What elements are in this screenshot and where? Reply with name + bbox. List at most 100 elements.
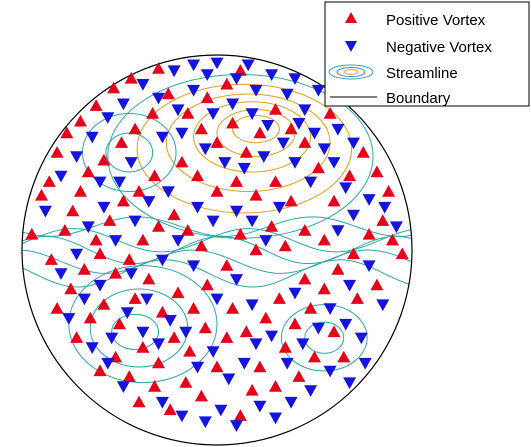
positive-vortex-marker-78	[386, 233, 399, 246]
positive-vortex-marker-42	[155, 305, 169, 318]
negative-vortex-marker-27	[175, 127, 189, 140]
legend-streamline-inner-icon	[336, 67, 366, 77]
negative-vortex-marker-110	[140, 293, 154, 306]
positive-vortex-marker-85	[337, 350, 351, 363]
negative-vortex-marker-68	[155, 396, 169, 409]
legend: Positive Vortex Negative Vortex Streamli…	[324, 1, 530, 107]
negative-vortex-marker-20	[226, 98, 240, 111]
negative-vortex-marker-18	[187, 84, 201, 97]
negative-vortex-marker-76	[389, 221, 403, 234]
positive-vortex-marker-37	[83, 311, 97, 324]
negative-vortex-marker-35	[97, 201, 111, 214]
streamline-2	[193, 101, 312, 173]
negative-vortex-marker-87	[230, 205, 243, 218]
positive-vortex-marker-49	[136, 341, 150, 353]
negative-vortex-marker-62	[269, 412, 282, 425]
negative-vortex-marker-24	[292, 118, 306, 130]
positive-vortex-marker-7	[107, 81, 121, 94]
positive-vortex-marker-114	[210, 185, 224, 197]
positive-vortex-marker-60	[220, 331, 234, 343]
negative-vortex-marker-2	[70, 151, 84, 163]
negative-vortex-marker-43	[136, 326, 150, 339]
positive-vortex-marker-10	[44, 253, 58, 265]
negative-vortex-marker-22	[261, 120, 275, 132]
negative-vortex-marker-28	[198, 143, 212, 156]
negative-vortex-marker-97	[230, 274, 243, 286]
negative-vortex-marker-89	[191, 201, 204, 214]
negative-vortex-marker-79	[347, 137, 360, 150]
negative-vortex-marker-71	[85, 342, 99, 354]
negative-vortex-marker-29	[218, 157, 232, 169]
positive-vortex-marker-67	[239, 325, 253, 338]
positive-vortex-marker-105	[226, 116, 240, 129]
negative-vortex-marker-46	[179, 326, 193, 339]
negative-vortex-marker-3	[85, 131, 99, 144]
legend-negative-marker-icon	[345, 41, 357, 52]
negative-vortex-marker-66	[198, 416, 212, 429]
positive-vortex-marker-59	[210, 360, 224, 373]
negative-vortex-marker-10	[230, 73, 243, 85]
negative-vortex-marker-98	[245, 299, 259, 312]
positive-vortex-marker-52	[183, 344, 197, 357]
positive-vortex-marker-54	[132, 395, 146, 408]
positive-vortex-marker-6	[89, 99, 103, 111]
negative-vortex-marker-56	[323, 303, 337, 315]
positive-vortex-marker-41	[142, 272, 156, 285]
positive-vortex-marker-99	[298, 136, 312, 148]
negative-vortex-marker-84	[272, 201, 286, 214]
streamline-12	[81, 113, 177, 192]
positive-vortex-marker-24	[148, 169, 162, 182]
negative-vortex-marker-91	[142, 196, 156, 208]
negative-vortex-marker-4	[101, 112, 115, 124]
positive-vortex-marker-57	[179, 376, 193, 388]
negative-vortex-marker-100	[343, 279, 357, 292]
streamline-3	[165, 93, 331, 192]
streamline-6	[111, 313, 160, 350]
negative-vortex-marker-33	[70, 248, 84, 261]
negative-vortex-marker-12	[265, 69, 279, 81]
negative-vortex-marker-9	[210, 57, 224, 70]
negative-vortex-marker-77	[339, 182, 353, 195]
positive-vortex-marker-44	[187, 302, 201, 314]
positive-vortex-marker-80	[370, 278, 384, 291]
positive-vortex-marker-12	[66, 204, 80, 217]
positive-vortex-marker-90	[249, 243, 263, 256]
positive-vortex-marker-8	[124, 71, 138, 84]
positive-vortex-marker-64	[253, 360, 267, 373]
positive-vortex-marker-81	[350, 292, 364, 304]
negative-vortex-marker-45	[163, 315, 177, 327]
negative-vortex-marker-25	[308, 127, 321, 140]
legend-positive-marker-icon	[345, 12, 357, 23]
positive-vortex-marker-84	[292, 370, 306, 382]
negative-vortex-marker-37	[124, 157, 138, 169]
positive-vortex-marker-113	[191, 169, 204, 182]
negative-vortex-marker-94	[155, 254, 169, 267]
negative-vortex-marker-53	[280, 357, 294, 370]
positive-vortex-marker-3	[50, 146, 64, 158]
positive-vortex-marker-46	[93, 364, 107, 377]
positive-vortex-marker-45	[200, 278, 214, 291]
negative-vortex-marker-1	[54, 170, 68, 183]
negative-vortex-marker-6	[136, 79, 150, 91]
legend-streamline-core-icon	[343, 69, 359, 75]
positive-vortex-marker-21	[103, 214, 117, 226]
positive-vortex-marker-22	[116, 194, 130, 207]
negative-vortex-marker-72	[331, 225, 345, 237]
streamline-16	[22, 259, 412, 288]
positive-vortex-marker-19	[161, 87, 175, 100]
positive-vortex-marker-56	[163, 403, 177, 416]
positive-vortex-marker-30	[122, 253, 136, 265]
negative-vortex-marker-75	[378, 201, 392, 214]
positive-vortex-marker-75	[347, 247, 360, 260]
negative-vortex-marker-61	[284, 396, 298, 409]
negative-vortex-marker-96	[210, 293, 224, 306]
positive-vortex-marker-72	[298, 272, 312, 285]
negative-vortex-marker-64	[230, 420, 243, 432]
positive-vortex-marker-66	[278, 341, 292, 353]
positive-vortex-marker-5	[74, 114, 87, 127]
positive-vortex-marker-112	[175, 155, 189, 168]
positive-vortex-marker-34	[181, 224, 195, 236]
streamline-0	[232, 114, 280, 144]
negative-vortex-marker-48	[206, 346, 220, 358]
negative-vortex-marker-51	[249, 338, 263, 351]
